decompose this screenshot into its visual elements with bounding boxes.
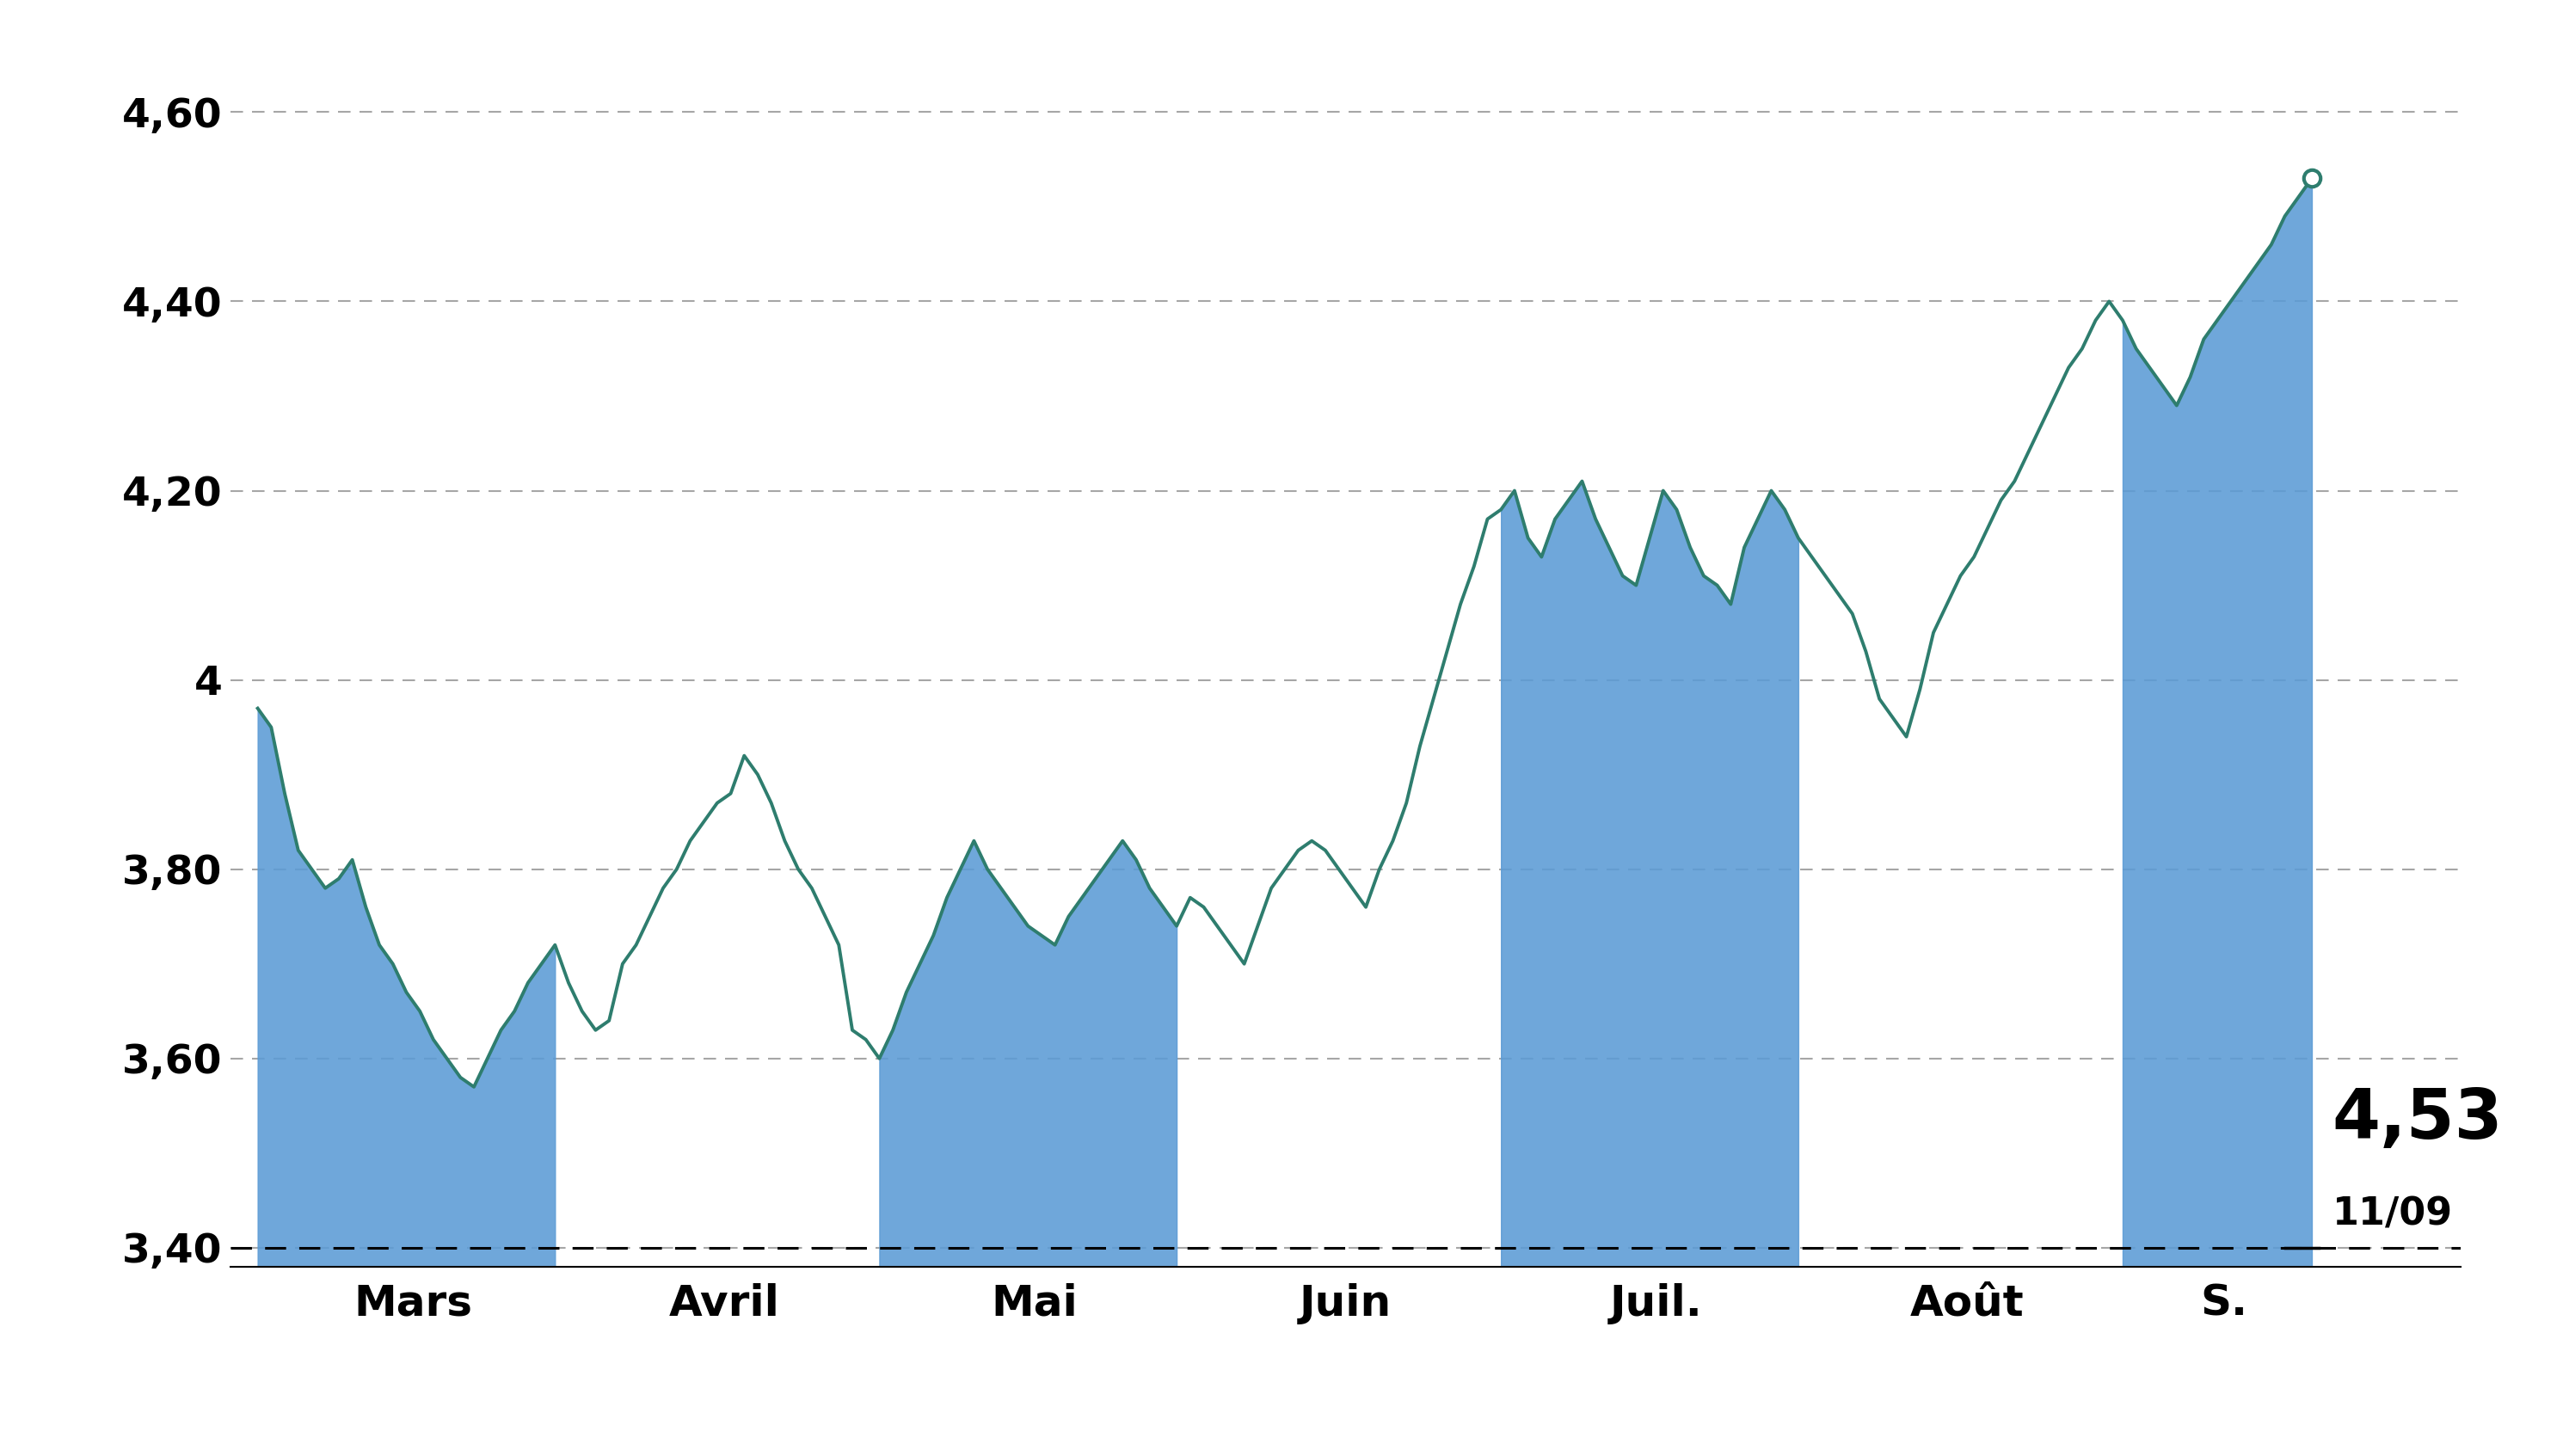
Text: 4,53: 4,53 xyxy=(2332,1086,2504,1153)
Text: 11/09: 11/09 xyxy=(2332,1197,2453,1233)
Text: abrdn Global Premier Properties Fund: abrdn Global Premier Properties Fund xyxy=(487,45,2076,118)
